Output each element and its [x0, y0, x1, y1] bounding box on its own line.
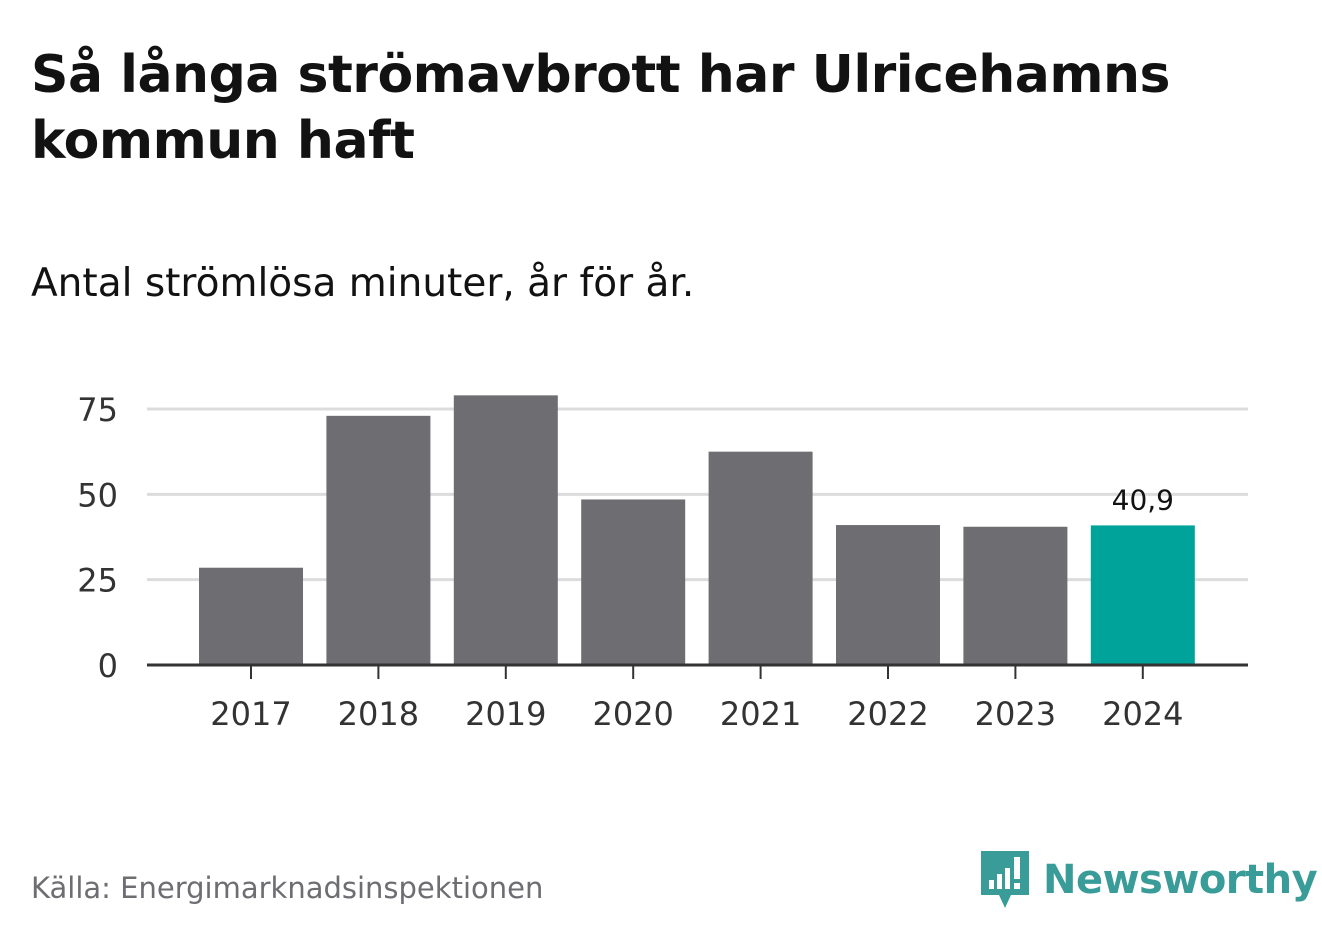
bar-2020: [581, 499, 686, 665]
bars: [199, 395, 1195, 665]
x-tick-label: 2022: [847, 695, 928, 733]
y-tick-label: 75: [77, 391, 118, 429]
x-tick-label: 2021: [720, 695, 801, 733]
newsworthy-logo-icon: [981, 851, 1029, 908]
bar-2024: [1090, 525, 1195, 665]
x-tick-label: 2018: [338, 695, 419, 733]
y-tick-label: 25: [77, 562, 118, 600]
x-tick-label: 2023: [975, 695, 1056, 733]
bar-2023: [963, 526, 1068, 665]
gridlines: [147, 407, 1248, 582]
brand-logo: Newsworthy: [981, 850, 1318, 910]
brand-name: Newsworthy: [1043, 857, 1318, 903]
x-axis-ticks: 2017 2018 2019 2020 2021 2022 2023 2024: [210, 665, 1184, 733]
y-tick-label: 0: [98, 647, 118, 685]
bar-2018: [326, 415, 431, 665]
data-label-2024: 40,9: [1112, 483, 1174, 516]
data-labels: 40,9: [1112, 483, 1174, 516]
x-tick-label: 2017: [210, 695, 291, 733]
source-note: Källa: Energimarknadsinspektionen: [31, 871, 544, 905]
y-tick-label: 50: [77, 476, 118, 514]
bar-2021: [708, 451, 813, 665]
bar-2017: [199, 567, 303, 665]
x-tick-label: 2024: [1102, 695, 1183, 733]
chart-subtitle: Antal strömlösa minuter, år för år.: [31, 261, 695, 306]
x-tick-label: 2020: [592, 695, 673, 733]
x-tick-label: 2019: [465, 695, 546, 733]
bar-2022: [836, 525, 940, 665]
y-axis-ticks: 0 25 50 75: [77, 391, 118, 685]
bar-2019: [453, 395, 558, 665]
chart-title: Så långa strömavbrott har Ulricehamns ko…: [31, 45, 1170, 171]
